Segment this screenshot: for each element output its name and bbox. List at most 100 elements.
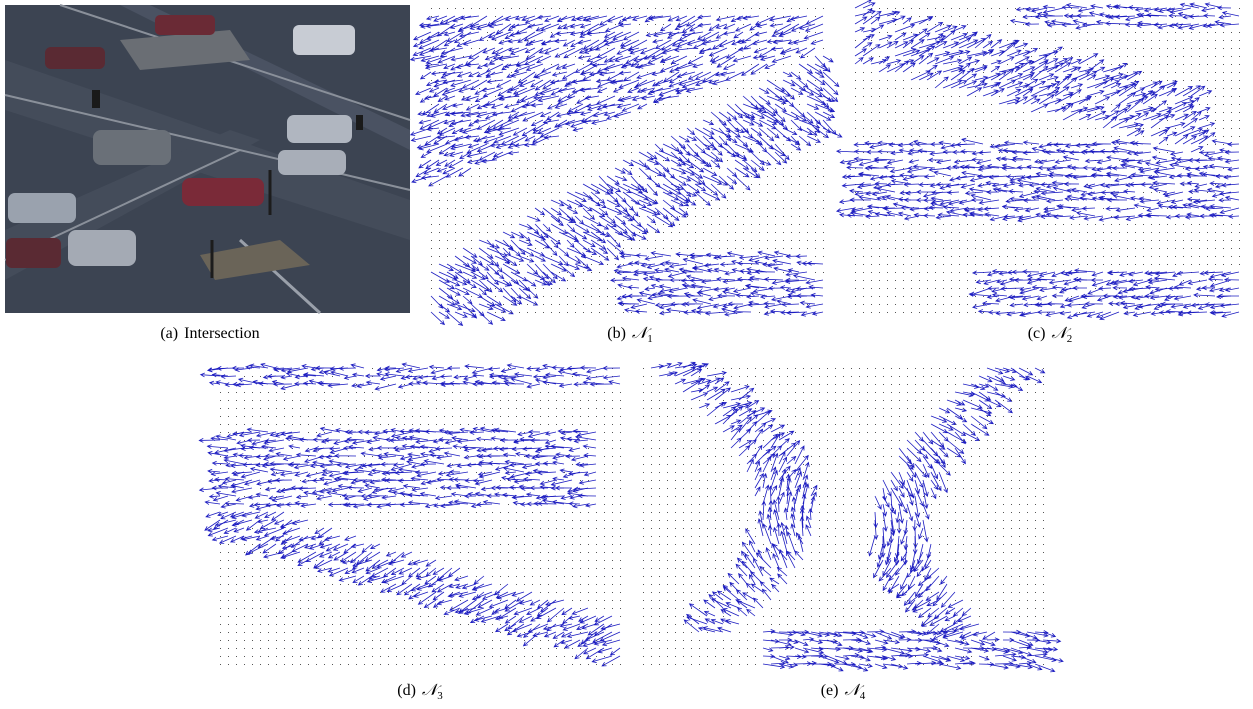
grid-dot: [508, 408, 509, 409]
grid-dot: [228, 416, 229, 417]
grid-dot: [476, 416, 477, 417]
flow-arrow: [999, 80, 1015, 88]
grid-dot: [1119, 48, 1120, 49]
grid-dot: [575, 160, 576, 161]
grid-dot: [775, 248, 776, 249]
grid-dot: [559, 176, 560, 177]
flow-arrow: [526, 472, 540, 476]
grid-dot: [879, 128, 880, 129]
grid-dot: [719, 240, 720, 241]
grid-dot: [583, 272, 584, 273]
grid-dot: [447, 184, 448, 185]
grid-dot: [1119, 144, 1120, 145]
grid-dot: [743, 192, 744, 193]
flow-arrow: [495, 272, 504, 279]
grid-dot: [799, 216, 800, 217]
grid-dot: [1215, 264, 1216, 265]
grid-dot: [1031, 144, 1032, 145]
grid-dot: [639, 248, 640, 249]
flow-arrow: [381, 462, 396, 466]
grid-dot: [447, 200, 448, 201]
grid-dot: [1183, 224, 1184, 225]
grid-dot: [791, 152, 792, 153]
flow-arrow: [367, 381, 380, 385]
grid-dot: [551, 144, 552, 145]
grid-dot: [471, 192, 472, 193]
grid-dot: [575, 56, 576, 57]
grid-dot: [871, 296, 872, 297]
grid-dot: [775, 200, 776, 201]
flow-arrow: [1210, 272, 1231, 278]
grid-dot: [1111, 256, 1112, 257]
grid-dot: [372, 400, 373, 401]
flow-arrow: [1188, 280, 1207, 285]
grid-dot: [871, 72, 872, 73]
grid-dot: [615, 128, 616, 129]
grid-dot: [631, 128, 632, 129]
grid-dot: [959, 312, 960, 313]
grid-dot: [615, 160, 616, 161]
grid-dot: [927, 224, 928, 225]
grid-dot: [551, 64, 552, 65]
grid-dot: [887, 224, 888, 225]
flow-arrow: [711, 184, 726, 198]
grid-dot: [1135, 264, 1136, 265]
flow-arrow: [630, 48, 647, 54]
flow-arrow: [619, 302, 639, 306]
grid-dot: [495, 192, 496, 193]
grid-dot: [444, 400, 445, 401]
flow-arrow: [1199, 115, 1209, 120]
grid-dot: [991, 240, 992, 241]
grid-dot: [1087, 224, 1088, 225]
grid-dot: [791, 240, 792, 241]
grid-dot: [927, 272, 928, 273]
grid-dot: [455, 240, 456, 241]
grid-dot: [783, 248, 784, 249]
grid-dot: [476, 472, 477, 473]
flow-arrow: [277, 503, 292, 507]
grid-dot: [511, 72, 512, 73]
grid-dot: [1031, 128, 1032, 129]
grid-dot: [444, 408, 445, 409]
flow-arrow: [962, 138, 983, 144]
flow-arrow: [899, 143, 911, 147]
grid-dot: [540, 400, 541, 401]
grid-dot: [1127, 264, 1128, 265]
flow-arrow: [709, 296, 727, 301]
flow-arrow: [1210, 182, 1223, 186]
flow-arrow: [534, 375, 548, 379]
grid-dot: [495, 312, 496, 313]
grid-dot: [220, 416, 221, 417]
grid-dot: [1079, 136, 1080, 137]
grid-dot: [863, 96, 864, 97]
grid-dot: [951, 224, 952, 225]
grid-dot: [887, 40, 888, 41]
grid-dot: [1031, 48, 1032, 49]
flow-arrow: [404, 484, 420, 488]
flow-arrow: [855, 0, 871, 8]
grid-dot: [1215, 128, 1216, 129]
grid-dot: [220, 392, 221, 393]
grid-dot: [1231, 240, 1232, 241]
grid-dot: [871, 232, 872, 233]
flow-arrow: [250, 446, 268, 450]
grid-dot: [1111, 8, 1112, 9]
grid-dot: [463, 176, 464, 177]
flow-arrow: [765, 277, 783, 281]
grid-dot: [583, 176, 584, 177]
grid-dot: [879, 272, 880, 273]
flow-field: [837, 0, 1240, 320]
grid-dot: [951, 24, 952, 25]
grid-dot: [927, 288, 928, 289]
grid-dot: [380, 408, 381, 409]
flow-arrow: [532, 120, 543, 126]
flow-arrow: [465, 364, 484, 368]
grid-dot: [543, 192, 544, 193]
grid-dot: [564, 528, 565, 529]
grid-dot: [639, 24, 640, 25]
grid-dot: [252, 416, 253, 417]
flow-arrow: [470, 431, 484, 435]
grid-dot: [727, 16, 728, 17]
grid-dot: [687, 208, 688, 209]
grid-dot: [599, 160, 600, 161]
